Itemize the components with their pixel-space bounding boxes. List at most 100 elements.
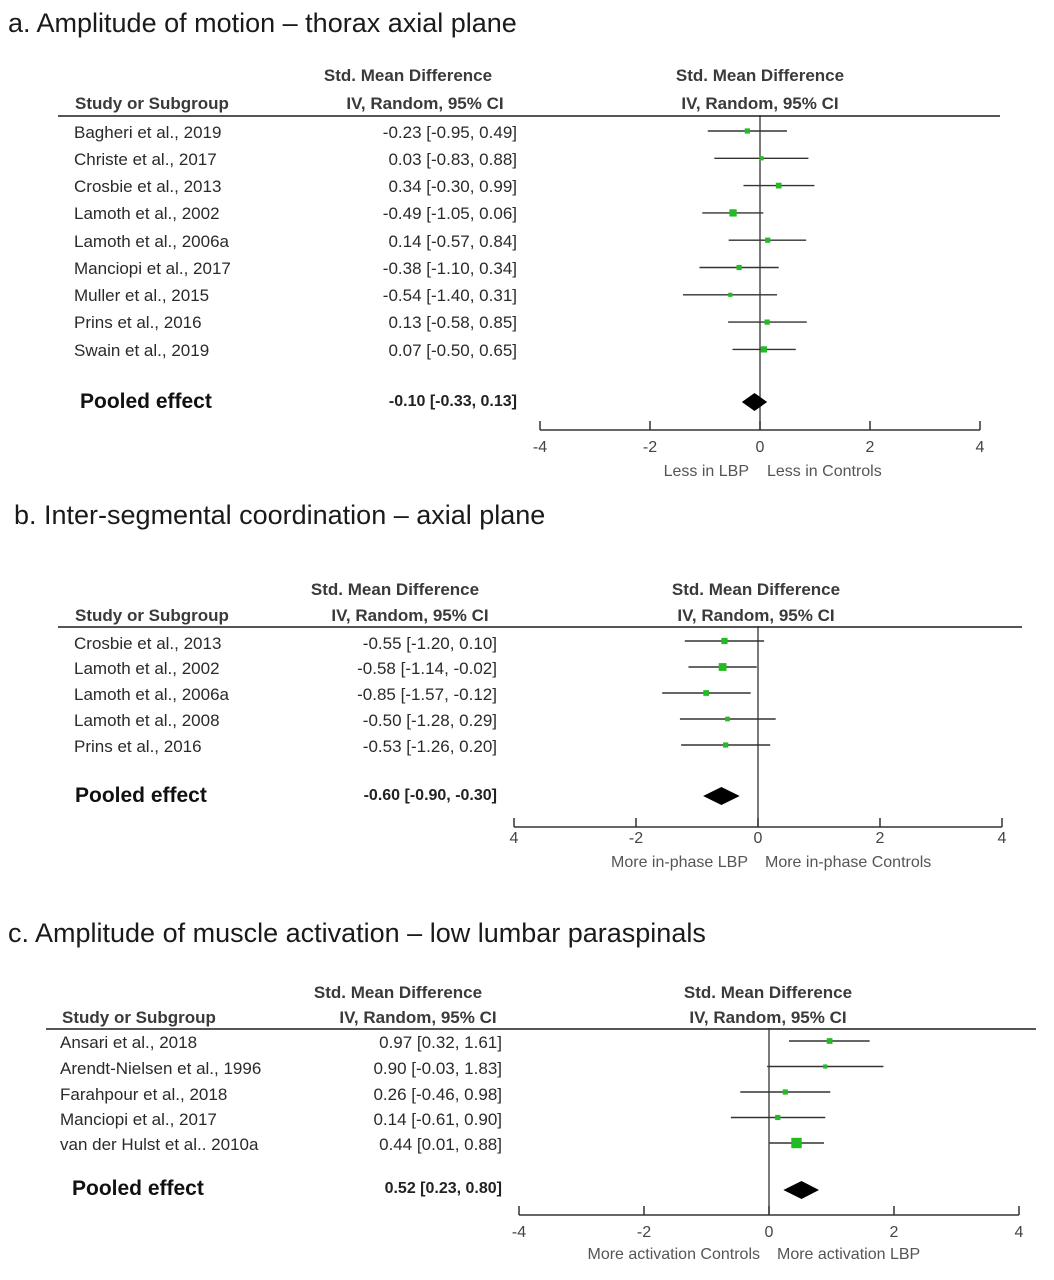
study-ci: 0.03 [-0.83, 0.88] bbox=[388, 150, 517, 169]
direction-label-right: More activation LBP bbox=[777, 1246, 920, 1263]
pooled-effect-label: Pooled effect bbox=[75, 784, 207, 807]
x-tick-label: -2 bbox=[643, 439, 657, 456]
x-tick-label: 2 bbox=[866, 439, 875, 456]
study-ci: 0.07 [-0.50, 0.65] bbox=[388, 341, 517, 360]
point-estimate-marker bbox=[744, 128, 750, 134]
direction-label-left: More in-phase LBP bbox=[611, 854, 748, 871]
study-ci: 0.26 [-0.46, 0.98] bbox=[373, 1085, 502, 1104]
point-estimate-marker bbox=[791, 1137, 802, 1149]
x-tick-label: -4 bbox=[533, 439, 547, 456]
point-estimate-marker bbox=[728, 292, 733, 297]
x-tick-label: 4 bbox=[1015, 1224, 1024, 1241]
point-estimate-marker bbox=[721, 637, 728, 645]
pooled-effect-diamond bbox=[703, 787, 740, 805]
study-label: Manciopi et al., 2017 bbox=[60, 1110, 217, 1129]
study-ci: 0.14 [-0.61, 0.90] bbox=[373, 1110, 502, 1129]
study-label: Christe et al., 2017 bbox=[74, 150, 217, 169]
point-estimate-marker bbox=[765, 237, 771, 243]
panel-a-effect-header-1: Std. Mean Difference bbox=[323, 66, 493, 85]
study-label: Lamoth et al., 2006a bbox=[74, 685, 230, 704]
study-ci: -0.54 [-1.40, 0.31] bbox=[382, 286, 517, 305]
panel-c-plot-header-1: Std. Mean Difference bbox=[683, 983, 853, 1002]
panel-b-effect-header-1: Std. Mean Difference bbox=[310, 580, 480, 599]
panel-a-study-header: Study or Subgroup bbox=[75, 94, 229, 113]
study-label: van der Hulst et al.. 2010a bbox=[60, 1135, 259, 1154]
x-tick-label: 4 bbox=[998, 830, 1007, 847]
study-ci: 0.13 [-0.58, 0.85] bbox=[388, 313, 517, 332]
pooled-effect-label: Pooled effect bbox=[72, 1177, 204, 1200]
point-estimate-marker bbox=[826, 1038, 833, 1044]
study-label: Prins et al., 2016 bbox=[74, 737, 202, 756]
study-ci: 0.97 [0.32, 1.61] bbox=[379, 1033, 502, 1052]
panel-c-study-header: Study or Subgroup bbox=[62, 1008, 216, 1027]
x-tick-label: -2 bbox=[637, 1224, 651, 1241]
study-label: Prins et al., 2016 bbox=[74, 313, 202, 332]
panel-b-effect-header-2: IV, Random, 95% CI bbox=[331, 606, 489, 625]
study-ci: -0.55 [-1.20, 0.10] bbox=[362, 634, 497, 653]
direction-label-right: More in-phase Controls bbox=[765, 854, 931, 871]
pooled-effect-diamond bbox=[741, 393, 768, 411]
point-estimate-marker bbox=[718, 663, 727, 671]
x-tick-label: -2 bbox=[629, 830, 643, 847]
x-tick-label: 0 bbox=[765, 1224, 774, 1241]
study-ci: 0.14 [-0.57, 0.84] bbox=[388, 232, 517, 251]
pooled-effect-ci: -0.10 [-0.33, 0.13] bbox=[388, 393, 517, 410]
study-ci: -0.53 [-1.26, 0.20] bbox=[362, 737, 497, 756]
panel-c-plot-header-2: IV, Random, 95% CI bbox=[689, 1008, 847, 1027]
study-ci: 0.90 [-0.03, 1.83] bbox=[373, 1059, 502, 1078]
study-label: Muller et al., 2015 bbox=[74, 286, 210, 305]
study-label: Bagheri et al., 2019 bbox=[74, 123, 222, 142]
study-label: Crosbie et al., 2013 bbox=[74, 177, 222, 196]
panel-b-header-rule bbox=[58, 626, 1022, 628]
x-tick-label: 2 bbox=[890, 1224, 899, 1241]
point-estimate-marker bbox=[725, 716, 730, 722]
point-estimate-marker bbox=[764, 319, 770, 325]
direction-label-right: Less in Controls bbox=[767, 463, 882, 480]
panel-b-study-header: Study or Subgroup bbox=[75, 606, 229, 625]
point-estimate-marker bbox=[736, 264, 742, 271]
study-label: Crosbie et al., 2013 bbox=[74, 634, 222, 653]
point-estimate-marker bbox=[760, 346, 767, 353]
study-ci: 0.34 [-0.30, 0.99] bbox=[388, 177, 517, 196]
study-ci: -0.38 [-1.10, 0.34] bbox=[382, 259, 517, 278]
study-label: Farahpour et al., 2018 bbox=[60, 1085, 228, 1104]
direction-label-left: Less in LBP bbox=[664, 463, 749, 480]
panel-a-effect-header-2: IV, Random, 95% CI bbox=[346, 94, 504, 113]
point-estimate-marker bbox=[775, 1114, 781, 1121]
pooled-effect-ci: -0.60 [-0.90, -0.30] bbox=[363, 787, 497, 804]
pooled-effect-diamond bbox=[783, 1181, 819, 1199]
study-label: Lamoth et al., 2006a bbox=[74, 232, 230, 251]
panel-c-effect-header-1: Std. Mean Difference bbox=[313, 983, 483, 1002]
direction-label-left: More activation Controls bbox=[587, 1246, 760, 1263]
study-label: Lamoth et al., 2008 bbox=[74, 711, 220, 730]
panel-a-plot-header-1: Std. Mean Difference bbox=[675, 66, 845, 85]
x-tick-label: -4 bbox=[512, 1224, 526, 1241]
panel-a-header-rule bbox=[58, 115, 1000, 117]
x-tick-label: 4 bbox=[510, 830, 519, 847]
panel-c-header-rule bbox=[46, 1028, 1036, 1030]
point-estimate-marker bbox=[703, 690, 710, 696]
panel-b-title: b. Inter-segmental coordination – axial … bbox=[14, 500, 546, 530]
study-ci: 0.44 [0.01, 0.88] bbox=[379, 1135, 502, 1154]
study-ci: -0.23 [-0.95, 0.49] bbox=[382, 123, 517, 142]
study-label: Arendt-Nielsen et al., 1996 bbox=[60, 1059, 262, 1078]
study-ci: -0.85 [-1.57, -0.12] bbox=[357, 685, 497, 704]
x-tick-label: 2 bbox=[876, 830, 885, 847]
point-estimate-marker bbox=[782, 1089, 788, 1095]
pooled-effect-ci: 0.52 [0.23, 0.80] bbox=[384, 1180, 502, 1197]
panel-a-title: a. Amplitude of motion – thorax axial pl… bbox=[8, 8, 517, 38]
study-label: Lamoth et al., 2002 bbox=[74, 659, 220, 678]
panel-c-title: c. Amplitude of muscle activation – low … bbox=[8, 918, 706, 948]
point-estimate-marker bbox=[823, 1064, 828, 1069]
panel-c-effect-header-2: IV, Random, 95% CI bbox=[339, 1008, 497, 1027]
x-tick-label: 0 bbox=[756, 439, 765, 456]
x-tick-label: 4 bbox=[976, 439, 985, 456]
panel-b-plot-header-1: Std. Mean Difference bbox=[671, 580, 841, 599]
study-ci: -0.50 [-1.28, 0.29] bbox=[362, 711, 497, 730]
study-ci: -0.49 [-1.05, 0.06] bbox=[382, 204, 517, 223]
panel-a-plot-header-2: IV, Random, 95% CI bbox=[681, 94, 839, 113]
point-estimate-marker bbox=[775, 182, 782, 189]
point-estimate-marker bbox=[729, 209, 737, 217]
study-ci: -0.58 [-1.14, -0.02] bbox=[357, 659, 497, 678]
pooled-effect-label: Pooled effect bbox=[80, 390, 212, 413]
